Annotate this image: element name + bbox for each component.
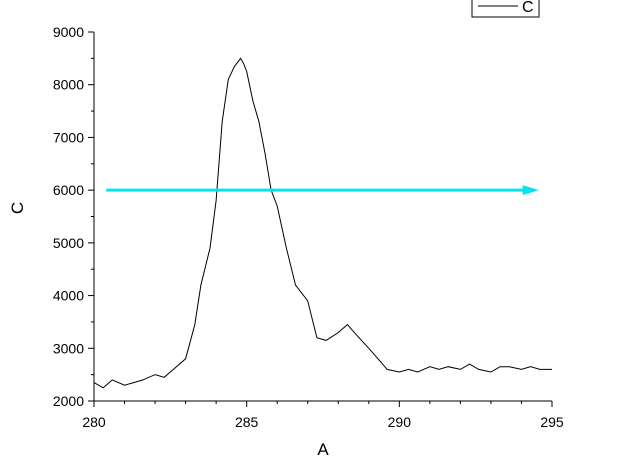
y-tick-label: 7000 <box>53 129 84 145</box>
x-axis-label: A <box>317 440 329 459</box>
x-tick-label: 280 <box>82 414 106 430</box>
y-tick-label: 8000 <box>53 77 84 93</box>
y-tick-label: 3000 <box>53 340 84 356</box>
x-tick-label: 285 <box>235 414 259 430</box>
series-layer <box>93 57 552 389</box>
series-line-c <box>93 57 552 389</box>
legend: C <box>471 0 540 18</box>
annotation-arrow-head <box>522 185 539 196</box>
y-tick-label: 6000 <box>53 182 84 198</box>
y-tick-label: 9000 <box>53 24 84 40</box>
axes <box>93 32 552 402</box>
y-axis-label: C <box>8 202 27 214</box>
tick-labels: 2000 3000 4000 5000 6000 7000 8000 9000 280 285 29… <box>53 24 564 430</box>
axis-ticks <box>88 31 553 407</box>
legend-label-c: C <box>522 0 534 16</box>
x-tick-label: 290 <box>388 414 412 430</box>
y-tick-label: 2000 <box>53 393 84 409</box>
annotation-layer <box>106 185 539 196</box>
y-tick-label: 5000 <box>53 235 84 251</box>
legend-box <box>471 0 540 18</box>
y-tick-label: 4000 <box>53 288 84 304</box>
x-tick-label: 295 <box>540 414 564 430</box>
